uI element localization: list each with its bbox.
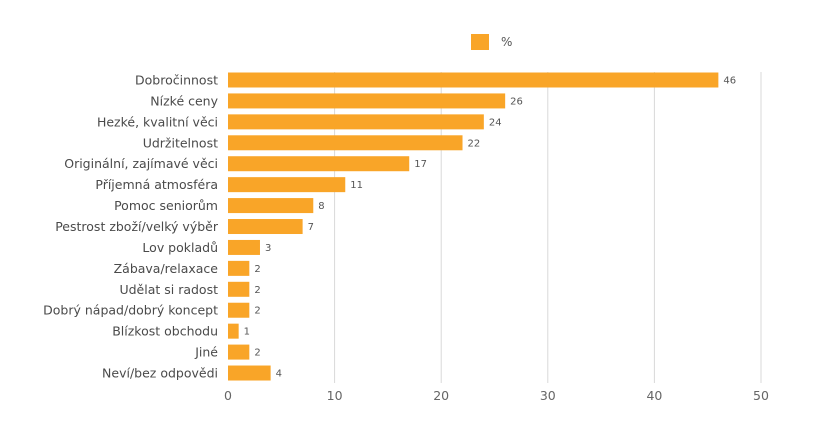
data-label: 24 xyxy=(489,117,502,128)
category-label: Jiné xyxy=(194,345,218,360)
x-tick-label: 50 xyxy=(753,388,769,403)
data-label: 3 xyxy=(265,243,271,254)
category-label: Hezké, kvalitní věci xyxy=(97,114,218,129)
x-tick-label: 0 xyxy=(224,388,232,403)
x-axis-ticks: 0 10 20 30 40 50 xyxy=(224,388,769,403)
category-label: Udržitelnost xyxy=(143,135,218,150)
legend-swatch xyxy=(471,34,489,50)
data-label: 4 xyxy=(276,369,282,380)
bar xyxy=(228,260,250,276)
bar xyxy=(228,323,239,339)
data-label: 17 xyxy=(414,159,427,170)
category-labels: Dobročinnost Nízké ceny Hezké, kvalitní vě… xyxy=(43,73,219,381)
bar xyxy=(228,177,346,193)
data-label: 46 xyxy=(723,76,736,87)
category-label: Udělat si radost xyxy=(119,282,218,297)
data-label: 1 xyxy=(244,327,250,338)
x-tick-label: 20 xyxy=(433,388,449,403)
category-label: Pestrost zboží/velký výběr xyxy=(55,219,219,234)
x-tick-label: 10 xyxy=(327,388,343,403)
category-label: Nízké ceny xyxy=(150,93,218,108)
category-label: Zábava/relaxace xyxy=(114,261,219,276)
bar xyxy=(228,198,314,214)
category-label: Dobročinnost xyxy=(135,73,218,88)
data-label: 11 xyxy=(350,180,363,191)
legend: % xyxy=(471,34,512,50)
data-label: 2 xyxy=(254,306,260,317)
data-label: 22 xyxy=(468,138,481,149)
data-label: 7 xyxy=(308,222,314,233)
bar xyxy=(228,156,410,172)
category-label: Originální, zajímavé věci xyxy=(64,156,218,171)
category-label: Pomoc seniorům xyxy=(114,198,218,213)
legend-label: % xyxy=(501,35,512,49)
category-label: Blízkost obchodu xyxy=(112,324,218,339)
bar xyxy=(228,344,250,360)
category-label: Příjemná atmosféra xyxy=(95,177,218,192)
bar xyxy=(228,72,719,88)
bar xyxy=(228,114,484,130)
x-tick-label: 30 xyxy=(540,388,556,403)
x-tick-label: 40 xyxy=(646,388,662,403)
category-label: Dobrý nápad/dobrý koncept xyxy=(43,303,218,318)
data-label: 2 xyxy=(254,264,260,275)
bar xyxy=(228,302,250,318)
bar xyxy=(228,281,250,297)
bars xyxy=(228,72,719,381)
bar xyxy=(228,135,463,151)
category-label: Lov pokladů xyxy=(142,240,218,255)
bar xyxy=(228,93,506,109)
bar xyxy=(228,365,271,381)
bar xyxy=(228,239,260,255)
data-label: 2 xyxy=(254,348,260,359)
bar xyxy=(228,219,303,235)
category-label: Neví/bez odpovědi xyxy=(102,366,218,381)
data-label: 8 xyxy=(318,201,324,212)
data-label: 2 xyxy=(254,285,260,296)
data-label: 26 xyxy=(510,96,523,107)
